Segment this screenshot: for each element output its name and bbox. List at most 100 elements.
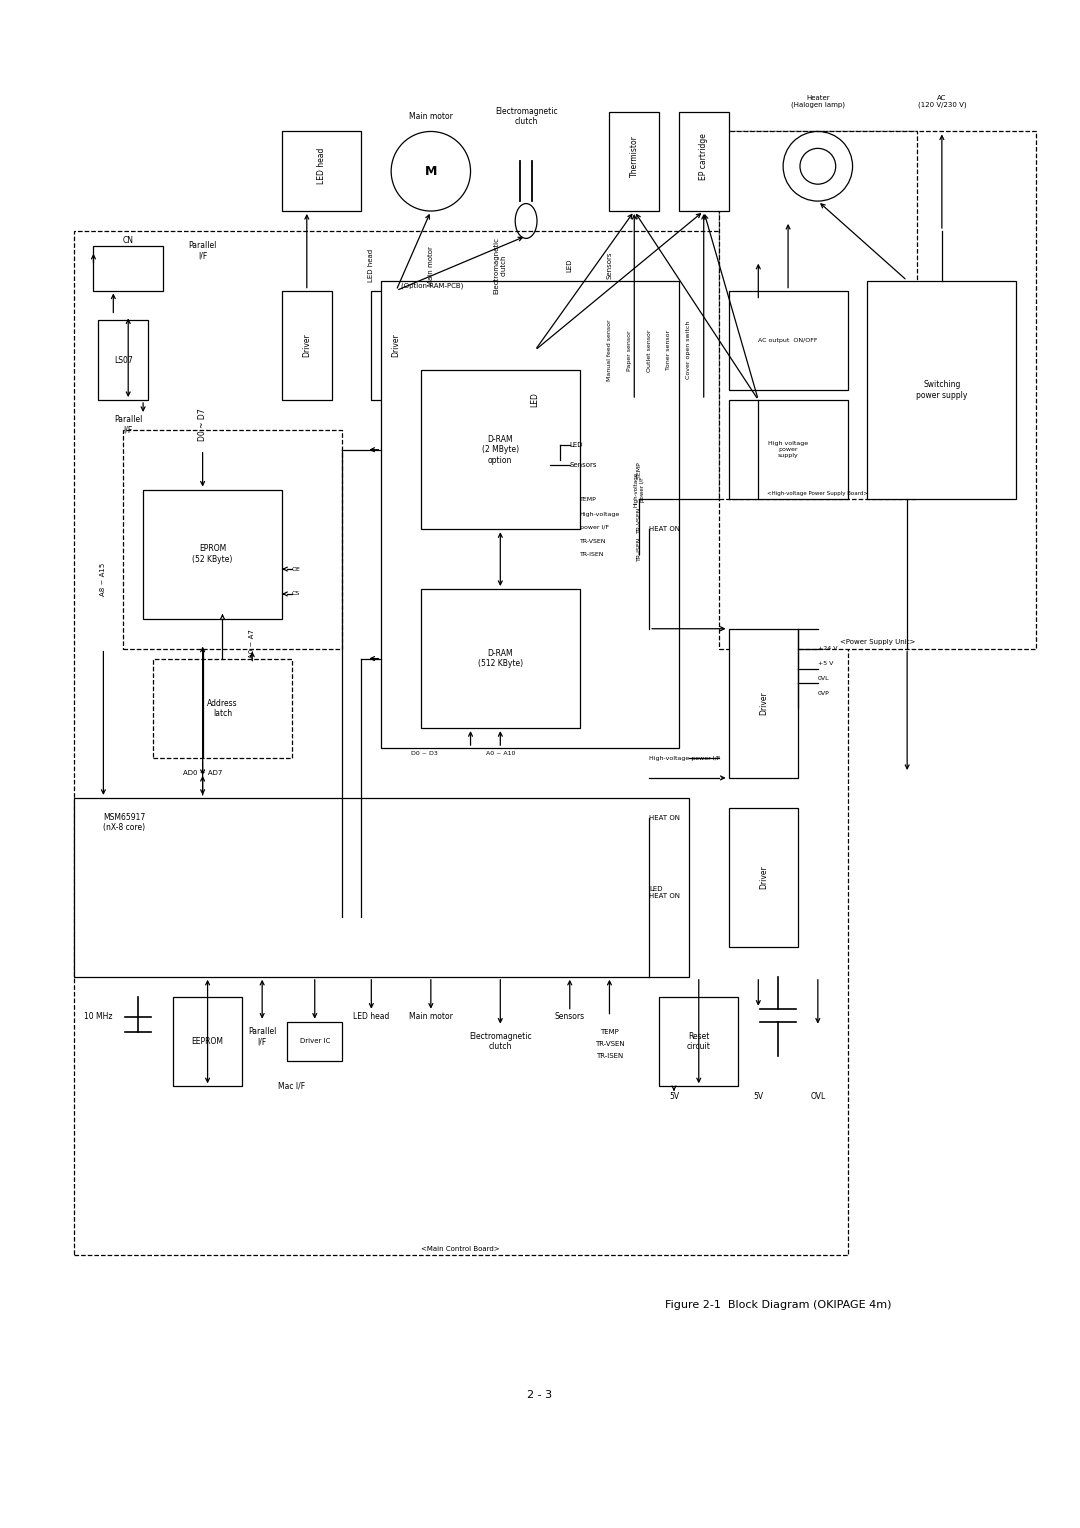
Text: LED head: LED head	[368, 249, 375, 283]
Text: Parallel
I/F: Parallel I/F	[188, 241, 217, 260]
Bar	[609, 112, 659, 211]
Bar	[679, 112, 729, 211]
Bar	[98, 321, 148, 400]
Bar	[867, 281, 1016, 500]
Bar	[153, 659, 292, 758]
Text: D0 ~ D7: D0 ~ D7	[198, 408, 207, 442]
Text: TR-VSEN: TR-VSEN	[595, 1042, 624, 1048]
Text: Main motor: Main motor	[409, 1012, 453, 1021]
Bar	[73, 798, 689, 976]
Text: Electromagnetic
clutch: Electromagnetic clutch	[495, 107, 557, 127]
Text: TR-ISEN: TR-ISEN	[596, 1053, 623, 1059]
Text: Sensors: Sensors	[570, 461, 597, 468]
Text: High-voltage power I/F: High-voltage power I/F	[649, 755, 720, 761]
Text: Address
latch: Address latch	[207, 698, 238, 718]
Text: LED
HEAT ON: LED HEAT ON	[649, 886, 680, 898]
Text: Reset
circuit: Reset circuit	[687, 1031, 711, 1051]
Bar	[729, 400, 848, 500]
Text: High-voltage: High-voltage	[580, 512, 620, 516]
Text: LED: LED	[570, 442, 583, 448]
Text: Driver IC: Driver IC	[299, 1039, 329, 1045]
Text: TEMP: TEMP	[600, 1028, 619, 1034]
Text: D-RAM
(2 MByte)
option: D-RAM (2 MByte) option	[482, 435, 518, 465]
Text: +5 V: +5 V	[818, 662, 833, 666]
Text: Figure 2-1  Block Diagram (OKIPAGE 4m): Figure 2-1 Block Diagram (OKIPAGE 4m)	[665, 1300, 891, 1309]
Text: Paper sensor: Paper sensor	[626, 330, 632, 371]
Bar	[718, 131, 917, 500]
Text: TR-VSEN: TR-VSEN	[637, 506, 642, 533]
Text: 5V: 5V	[669, 1091, 679, 1100]
Text: LED: LED	[530, 393, 540, 408]
Text: Sensors: Sensors	[555, 1012, 585, 1021]
Text: Electromagnetic
clutch: Electromagnetic clutch	[469, 1031, 531, 1051]
Bar	[282, 131, 362, 211]
Text: TR-ISEN: TR-ISEN	[580, 552, 604, 556]
Bar	[94, 246, 163, 290]
Text: TEMP: TEMP	[580, 497, 596, 503]
Text: AD0 ~ AD7: AD0 ~ AD7	[183, 770, 222, 776]
Text: EPROM
(52 KByte): EPROM (52 KByte)	[192, 544, 232, 564]
Text: D0 ~ D3: D0 ~ D3	[411, 750, 437, 755]
Text: LS07: LS07	[113, 356, 133, 365]
Bar	[729, 628, 798, 778]
Text: Thermistor: Thermistor	[630, 136, 638, 177]
Text: Driver: Driver	[392, 333, 401, 358]
Text: Cover open switch: Cover open switch	[687, 321, 691, 379]
Text: 10 MHz: 10 MHz	[83, 1012, 112, 1021]
Text: D-RAM
(512 KByte): D-RAM (512 KByte)	[477, 649, 523, 668]
Text: 0VL: 0VL	[818, 675, 829, 681]
Bar	[421, 588, 580, 729]
Text: Sensors: Sensors	[607, 252, 612, 280]
Text: CN: CN	[123, 237, 134, 246]
Text: TEMP: TEMP	[637, 461, 642, 478]
Bar	[123, 429, 341, 648]
Text: HEAT ON: HEAT ON	[649, 814, 680, 821]
Text: <Power Supply Unit>: <Power Supply Unit>	[839, 639, 915, 645]
Text: A0 ~ A10: A0 ~ A10	[486, 750, 515, 755]
Bar	[372, 290, 421, 400]
Text: Main motor: Main motor	[428, 246, 434, 286]
Bar	[143, 489, 282, 619]
Text: Driver: Driver	[759, 692, 768, 715]
Text: Toner sensor: Toner sensor	[666, 330, 672, 370]
Text: Parallel
I/F: Parallel I/F	[248, 1027, 276, 1047]
Bar	[287, 1022, 341, 1062]
Bar	[659, 996, 739, 1086]
Text: LED: LED	[567, 258, 572, 272]
Text: M: M	[424, 165, 437, 177]
Text: power I/F: power I/F	[580, 524, 609, 530]
Text: Parallel
I/F: Parallel I/F	[114, 416, 143, 434]
Text: Electromagnetic
clutch: Electromagnetic clutch	[494, 237, 507, 295]
Text: <High-voltage Power Supply Board>: <High-voltage Power Supply Board>	[767, 490, 868, 497]
Text: MSM65917
(nX-8 core): MSM65917 (nX-8 core)	[104, 813, 146, 833]
Text: AC output  ON/OFF: AC output ON/OFF	[758, 338, 818, 342]
Text: Manual feed sensor: Manual feed sensor	[607, 319, 612, 380]
Text: A0 ~ A7: A0 ~ A7	[249, 630, 255, 659]
Text: High voltage
power
supply: High voltage power supply	[768, 442, 808, 458]
Bar	[173, 996, 242, 1086]
Text: EP cartridge: EP cartridge	[699, 133, 708, 180]
Text: A8 ~ A15: A8 ~ A15	[100, 562, 107, 596]
Text: Driver: Driver	[759, 865, 768, 889]
Bar	[73, 231, 848, 1256]
Text: TR-VSEN: TR-VSEN	[580, 539, 606, 544]
Text: High-voltage
power I/F: High-voltage power I/F	[634, 472, 645, 507]
Bar	[510, 350, 559, 449]
Text: OE: OE	[292, 567, 301, 571]
Text: (Option RAM-PCB): (Option RAM-PCB)	[401, 283, 463, 289]
Bar	[729, 808, 798, 947]
Bar	[381, 281, 679, 749]
Text: Mac I/F: Mac I/F	[279, 1082, 306, 1091]
Text: Driver: Driver	[302, 333, 311, 358]
Text: 2 - 3: 2 - 3	[527, 1389, 553, 1400]
Text: Heater
(Halogen lamp): Heater (Halogen lamp)	[791, 95, 845, 108]
Bar	[421, 370, 580, 529]
Text: Outlet sensor: Outlet sensor	[647, 329, 651, 371]
Text: AC
(120 V/230 V): AC (120 V/230 V)	[918, 95, 967, 108]
Text: LED head: LED head	[353, 1012, 390, 1021]
Text: TR-ISEN: TR-ISEN	[637, 536, 642, 561]
Text: +24 V: +24 V	[818, 646, 837, 651]
Bar	[282, 290, 332, 400]
Text: <Main Control Board>: <Main Control Board>	[421, 1247, 500, 1253]
Text: LED head: LED head	[318, 148, 326, 185]
